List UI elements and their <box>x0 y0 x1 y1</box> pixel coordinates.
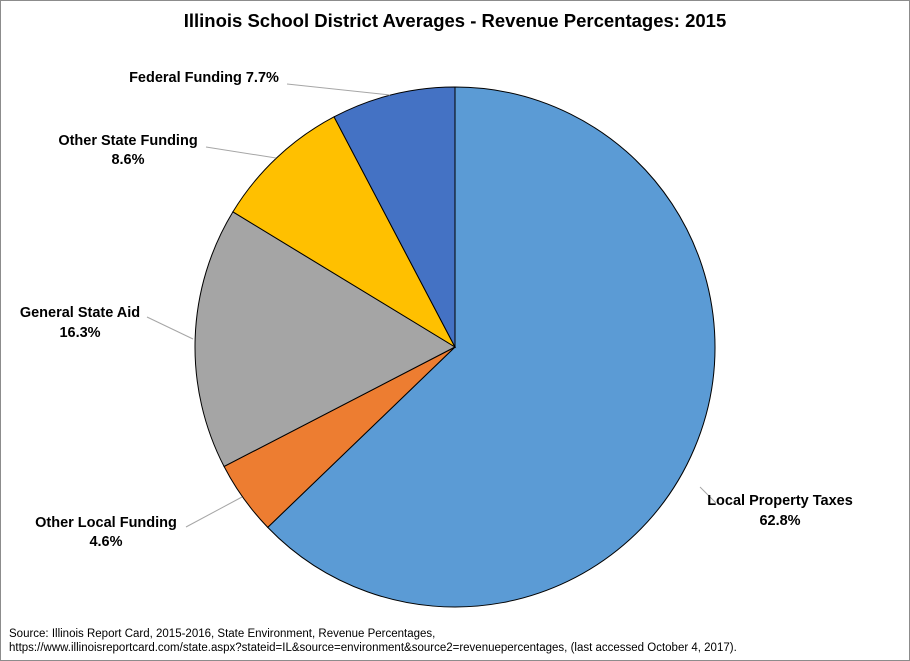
chart-title: Illinois School District Averages - Reve… <box>183 10 727 31</box>
pie-slice-general-state-aid <box>194 211 457 468</box>
source-note: Source: Illinois Report Card, 2015-2016,… <box>9 627 899 655</box>
slice-label-name: Other Local Funding <box>35 515 177 531</box>
pie-slices <box>194 86 716 608</box>
source-line-2: https://www.illinoisreportcard.com/state… <box>9 642 737 654</box>
slice-label-name: Other State Funding <box>58 133 197 149</box>
slice-label-value: 4.6% <box>89 534 122 550</box>
slice-label-name: General State Aid <box>20 305 140 321</box>
slice-label-name: Federal Funding 7.7% <box>129 70 279 86</box>
leader-line <box>286 83 391 96</box>
leader-line <box>205 146 277 159</box>
pie-slice-local-property-taxes <box>267 86 716 608</box>
pie-slice-other-state-funding <box>232 116 457 349</box>
leader-line <box>146 316 194 340</box>
leader-line <box>699 486 717 504</box>
slice-label-name: Local Property Taxes <box>707 493 853 509</box>
pie-slice-federal-funding <box>333 86 456 348</box>
slice-labels: Local Property Taxes 62.8% Other Local Fun… <box>20 70 853 550</box>
slice-label-value: 16.3% <box>59 325 100 341</box>
source-line-1: Source: Illinois Report Card, 2015-2016,… <box>9 628 436 640</box>
slice-label-value: 62.8% <box>759 513 800 529</box>
leader-line <box>185 496 243 528</box>
leader-lines <box>146 83 717 528</box>
slice-label-value: 8.6% <box>111 152 144 168</box>
